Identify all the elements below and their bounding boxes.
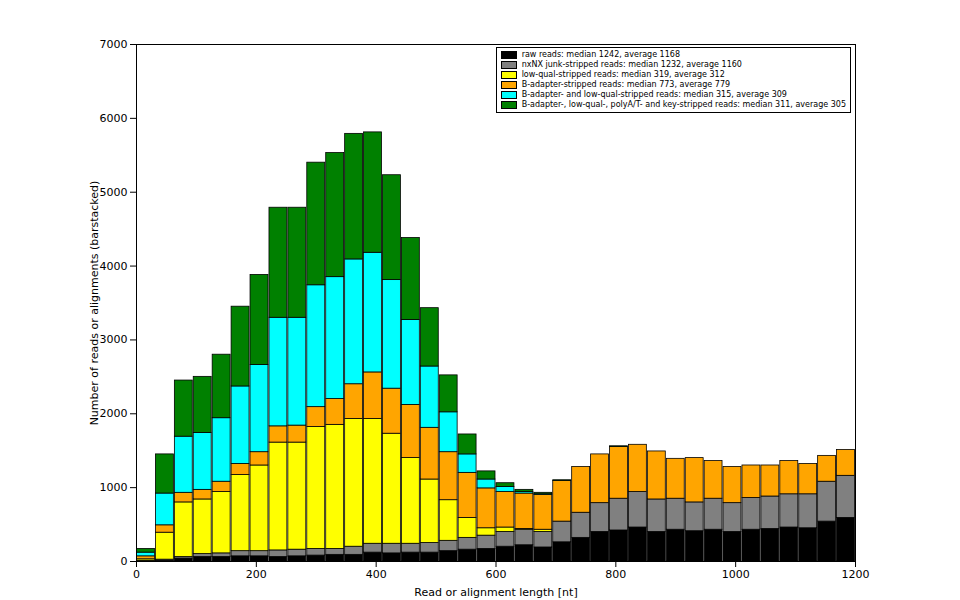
svg-text:Read or alignment length [nt]: Read or alignment length [nt] [414,586,577,599]
html-text:B-adapter-, low-qual-, polyA/T: B-adapter-, low-qual-, polyA/T- and key-… [521,100,846,109]
svg-text:2000: 2000 [100,407,128,420]
html-text:B-adapter-stripped reads: medi: B-adapter-stripped reads: median 773, av… [521,80,731,89]
svg-text:600: 600 [486,568,507,581]
svg-text:1000: 1000 [100,481,128,494]
svg-text:1200: 1200 [842,568,870,581]
svg-text:400: 400 [366,568,387,581]
html-text:nxNX junk-stripped reads: medi: nxNX junk-stripped reads: median 1232, a… [521,60,742,69]
svg-text:6000: 6000 [100,112,128,125]
svg-text:0: 0 [121,555,128,568]
svg-text:Number of reads or alignments: Number of reads or alignments (barstacke… [88,181,101,426]
svg-text:7000: 7000 [100,38,128,51]
svg-text:0: 0 [133,568,140,581]
html-text:B-adapter- and low-qual-stripp: B-adapter- and low-qual-stripped reads: … [521,90,787,99]
svg-text:1000: 1000 [722,568,750,581]
svg-text:3000: 3000 [100,333,128,346]
svg-text:4000: 4000 [100,260,128,273]
html-text:low-qual-stripped reads: media: low-qual-stripped reads: median 319, ave… [521,70,725,79]
html-text:raw reads: median 1242, averag: raw reads: median 1242, average 1168 [521,50,680,59]
svg-text:5000: 5000 [100,186,128,199]
svg-text:200: 200 [246,568,267,581]
svg-text:800: 800 [605,568,626,581]
